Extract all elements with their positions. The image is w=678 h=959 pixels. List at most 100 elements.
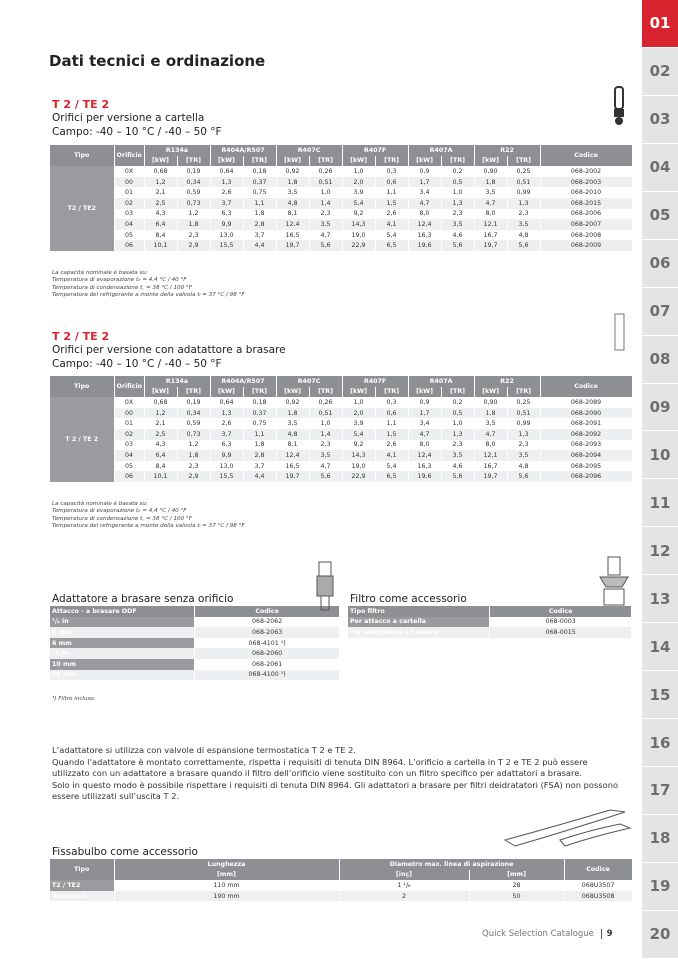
- cell: 0,19: [177, 166, 211, 177]
- unit-cell: [kW]: [210, 155, 244, 167]
- unit-cell: [kW]: [474, 386, 508, 398]
- cell: 4,8: [507, 460, 541, 472]
- section-subtitle: Orifici per versione con adatattore a br…: [52, 344, 286, 356]
- cell: 0,26: [309, 166, 343, 177]
- cell: 02: [114, 428, 145, 440]
- cell: 3,4: [408, 187, 442, 198]
- cell: 4,7: [309, 229, 343, 241]
- cell: 9,2: [342, 439, 376, 451]
- unit-row: [kW] [TR] [kW] [TR] [kW] [TR] [kW] [TR] [kW] [TR]…: [50, 155, 632, 167]
- cell: 0,18: [243, 166, 277, 177]
- data-row: ³/₈ in 068-2060: [50, 648, 340, 659]
- cell: 2,0: [342, 176, 376, 188]
- section-heading: T 2 / TE 2: [52, 98, 110, 111]
- chapter-tabs: 01 02 03 04 05 06 07 08 09 10 11 12 13 14 15 16 17 18 19 20: [642, 0, 678, 959]
- cell: 0,73: [177, 197, 211, 209]
- cell: 13,0: [210, 460, 244, 472]
- header-cell: R407F: [342, 145, 409, 156]
- data-row: 06 10,1 2,9 15,5 4,4 19,7 5,6 22,9 6,5 19,6 5,6 19,…: [50, 471, 633, 482]
- cell: 01: [114, 418, 145, 429]
- cell: 04: [114, 450, 145, 461]
- cell: 5,4: [375, 229, 409, 241]
- cell: Accessori: [50, 890, 115, 902]
- bulb-clamp-icon: [503, 809, 632, 847]
- cell: 0,3: [375, 397, 409, 408]
- cell: 3,9: [342, 187, 376, 198]
- unit-cell: [kW]: [342, 386, 376, 398]
- cell: 19,7: [474, 240, 508, 251]
- unit-cell: [kW]: [210, 386, 244, 398]
- cell: 5,4: [375, 460, 409, 472]
- footer: Quick Selection Catalogue 9: [482, 929, 613, 939]
- cell: 0,75: [243, 187, 277, 198]
- cell: 0,59: [177, 187, 211, 198]
- header-row: Attacco - a brasare ODF Codice: [50, 606, 340, 617]
- header-row: Tipo Orificio R134a R404A/R507 R407C R407F R40…: [50, 376, 633, 398]
- cell: 1,2: [177, 439, 211, 451]
- data-row: 02 2,5 0,73 3,7 1,1 4,8 1,4 5,4 1,5 4,7 1,3 4,7 1,3 0…: [50, 428, 633, 440]
- cell: 068-2008: [540, 229, 633, 241]
- cell: 19,7: [276, 471, 310, 482]
- cell: 1,1: [375, 187, 409, 198]
- cell: 15,5: [210, 471, 244, 482]
- cell: ³/₈ in: [50, 648, 196, 659]
- cell: 28: [469, 880, 565, 891]
- cell: 0,25: [507, 166, 541, 177]
- chapter-tab: 09: [642, 383, 678, 432]
- cell: 068-2093: [540, 439, 633, 451]
- data-row: 05 8,4 2,3 13,0 3,7 16,5 4,7 19,0 5,4 16,3 4,6 16,7…: [50, 460, 633, 472]
- header-cell: Tipo: [50, 859, 115, 881]
- cell: 4,6: [441, 229, 475, 241]
- cell: 0,19: [177, 397, 211, 408]
- cell: 2,1: [144, 418, 178, 429]
- section-subtitle: Orifici per versione a cartella: [52, 112, 205, 124]
- note-line: Temperatura di condensazione t꜀ = 38 °C …: [52, 515, 192, 522]
- cell: 068-2002: [540, 166, 633, 177]
- cell: 0,5: [441, 176, 475, 188]
- cell: 2,3: [507, 439, 541, 451]
- cell: 2,1: [144, 187, 178, 198]
- cell: 2,3: [177, 460, 211, 472]
- cell: 0,9: [408, 166, 442, 177]
- cell: 0,68: [144, 397, 178, 408]
- cell: 0,26: [309, 397, 343, 408]
- cell: 068-2091: [540, 418, 633, 429]
- cell: 1,1: [375, 418, 409, 429]
- unit-cell: [kW]: [342, 155, 376, 167]
- cell: 2,6: [375, 208, 409, 220]
- cell: 068-2095: [540, 460, 633, 472]
- cell: 3,5: [309, 219, 343, 230]
- footnote: ¹) Filtro incluso.: [52, 696, 96, 702]
- cell: 0,90: [474, 166, 508, 177]
- cell: 0,64: [210, 166, 244, 177]
- header-cell: R404A/R507: [210, 376, 277, 387]
- cell: 1,8: [177, 219, 211, 230]
- cell: 19,0: [342, 229, 376, 241]
- cell: 068-2096: [540, 471, 633, 482]
- cell: 1,3: [507, 197, 541, 209]
- cell: 06: [114, 471, 145, 482]
- cell: 1,3: [507, 428, 541, 440]
- note-line: Temperatura di evaporazione tₑ = 4,4 °C …: [52, 508, 187, 515]
- cell: 4,1: [375, 450, 409, 461]
- cell: 16,7: [474, 229, 508, 241]
- header-row: Tipo filtro Codice: [348, 606, 632, 617]
- cell: 068-2006: [540, 208, 633, 220]
- cell: 1,0: [309, 418, 343, 429]
- header-cell: Orificio: [114, 376, 145, 398]
- cell: 0,51: [309, 176, 343, 188]
- cell: 068-2015: [540, 197, 633, 209]
- cell: 1,0: [342, 397, 376, 408]
- cell: 16,3: [408, 460, 442, 472]
- cell: 6,3: [210, 208, 244, 220]
- chapter-tab: 05: [642, 191, 678, 240]
- cell: 1,8: [276, 176, 310, 188]
- cell: 19,6: [408, 240, 442, 251]
- cell: 068-2007: [540, 219, 633, 230]
- cell: 00: [114, 176, 145, 188]
- cell: 13,0: [210, 229, 244, 241]
- cell: 0,5: [441, 407, 475, 419]
- unit-row: [kW] [TR] [kW] [TR] [kW] [TR] [kW] [TR] [kW] [TR]…: [50, 386, 632, 398]
- chapter-tab: 11: [642, 479, 678, 528]
